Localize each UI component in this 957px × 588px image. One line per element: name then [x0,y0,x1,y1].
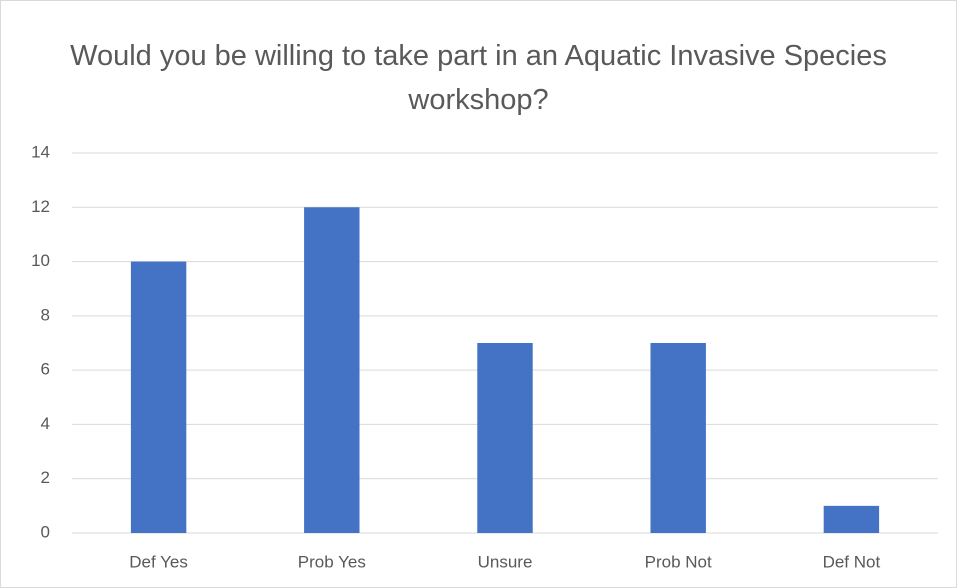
chart-title: Would you be willing to take part in an … [70,40,887,116]
y-tick-label: 14 [31,142,50,161]
bar [823,505,880,533]
x-tick-label: Def Yes [129,552,188,571]
bar [650,343,706,533]
bar [477,343,533,533]
x-tick-label: Prob Yes [298,552,366,571]
y-tick-label: 12 [31,197,50,216]
y-tick-label: 0 [41,522,50,541]
y-tick-label: 6 [41,360,50,379]
bar [130,261,187,533]
y-tick-label: 4 [41,414,50,433]
x-tick-label: Unsure [478,552,533,571]
bar [304,207,360,534]
x-tick-label: Prob Not [645,552,712,571]
y-tick-label: 2 [41,468,50,487]
x-tick-label: Def Not [823,552,881,571]
y-tick-label: 8 [41,305,50,324]
y-tick-label: 10 [31,251,50,270]
